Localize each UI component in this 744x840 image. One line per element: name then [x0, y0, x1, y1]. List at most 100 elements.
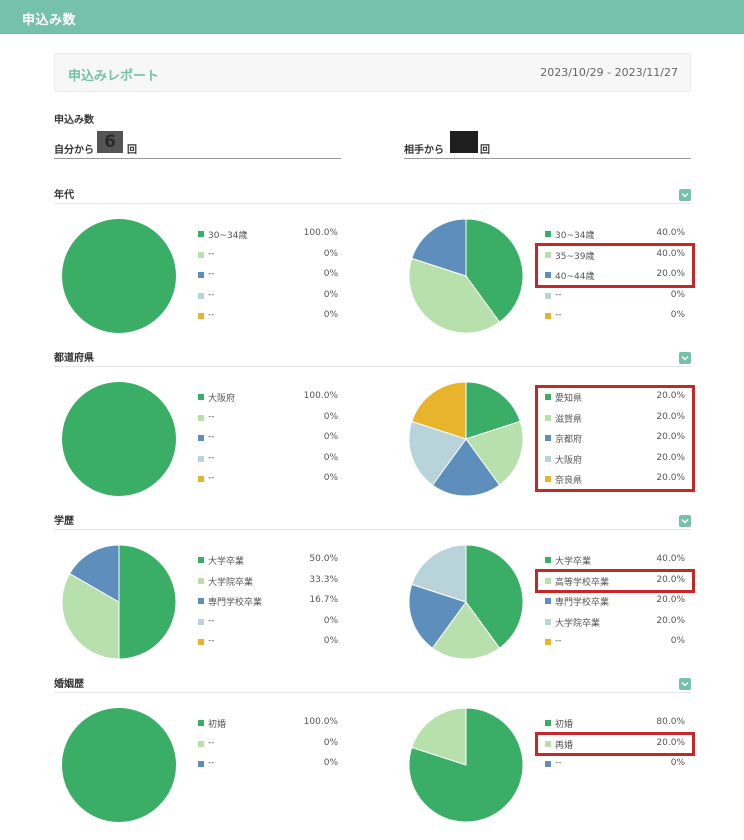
partner-pie-chart — [408, 381, 524, 497]
legend-swatch — [545, 435, 551, 441]
legend-value: 0% — [323, 289, 338, 300]
legend-swatch — [545, 251, 551, 258]
legend-item: 愛知県 20.0% — [545, 391, 685, 412]
legend-item: -- 0% — [198, 412, 338, 433]
legend-value: 33.3% — [309, 574, 338, 585]
legend-label: 専門学校卒業 — [555, 598, 610, 608]
legend-label: -- — [555, 758, 562, 768]
legend-label: 高等学校卒業 — [555, 577, 610, 588]
self-count: 6 — [97, 131, 123, 153]
legend-value: 20.0% — [656, 411, 685, 422]
highlight-box — [535, 568, 695, 593]
legend-label: 滋賀県 — [555, 414, 583, 425]
legend-value: 40.0% — [656, 228, 685, 238]
legend-item: 高等学校卒業 20.0% — [545, 575, 685, 596]
self-unit: 回 — [127, 145, 137, 156]
legend-value: 16.7% — [309, 595, 338, 605]
self-legend: 30~34歳 100.0% -- 0% -- 0% -- 0% -- 0% — [198, 228, 338, 331]
legend-swatch — [545, 272, 551, 278]
legend-value: 0% — [323, 615, 338, 626]
legend-value: 50.0% — [309, 554, 338, 564]
partner-pie-chart — [408, 218, 524, 334]
legend-item: 大学卒業 50.0% — [198, 554, 338, 575]
legend-label: 大阪府 — [555, 455, 583, 466]
legend-label: 大学院卒業 — [555, 618, 601, 629]
legend-item: 専門学校卒業 16.7% — [198, 595, 338, 616]
legend-swatch — [545, 639, 551, 645]
collapse-toggle-icon[interactable] — [679, 678, 691, 690]
legend-swatch — [198, 476, 204, 482]
legend-item: 30~34歳 100.0% — [198, 228, 338, 249]
legend-value: 0% — [670, 758, 685, 768]
legend-item: 大学卒業 40.0% — [545, 554, 685, 575]
legend-label: 大学院卒業 — [208, 577, 254, 588]
pie-slice — [408, 257, 501, 334]
collapse-toggle-icon[interactable] — [679, 352, 691, 364]
legend-item: 奈良県 20.0% — [545, 473, 685, 494]
legend-value: 20.0% — [656, 574, 685, 585]
legend-swatch — [545, 598, 551, 604]
legend-label: -- — [208, 737, 215, 748]
legend-swatch — [545, 394, 551, 400]
category-divider — [54, 692, 691, 693]
pie-slice — [431, 438, 501, 497]
legend-item: 大阪府 20.0% — [545, 453, 685, 474]
legend-swatch — [198, 313, 204, 319]
category-title: 都道府県 — [54, 353, 94, 364]
legend-label: 40~44歳 — [555, 272, 595, 282]
legend-item: -- 0% — [198, 269, 338, 290]
collapse-toggle-icon[interactable] — [679, 515, 691, 527]
legend-item: 40~44歳 20.0% — [545, 269, 685, 290]
partner-pie-chart — [408, 707, 524, 823]
legend-swatch — [545, 577, 551, 584]
category-divider — [54, 366, 691, 367]
legend-value: 0% — [323, 432, 338, 442]
legend-swatch — [198, 720, 204, 726]
legend-value: 0% — [323, 452, 338, 463]
legend-item: 30~34歳 40.0% — [545, 228, 685, 249]
collapse-toggle-icon[interactable] — [679, 189, 691, 201]
pie-slice — [465, 544, 524, 649]
legend-label: 初婚 — [555, 720, 574, 730]
legend-label: -- — [555, 289, 562, 300]
report-title: 申込みレポート — [68, 69, 160, 84]
legend-swatch — [198, 455, 204, 462]
pie-slice — [62, 219, 176, 333]
legend-item: 初婚 80.0% — [545, 717, 685, 738]
legend-label: 30~34歳 — [208, 231, 248, 241]
legend-value: 0% — [670, 289, 685, 300]
legend-value: 0% — [323, 310, 338, 320]
partner-count-redacted — [450, 131, 478, 153]
legend-item: -- 0% — [198, 249, 338, 270]
legend-value: 40.0% — [656, 248, 685, 259]
legend-swatch — [198, 231, 204, 237]
pie-slice — [62, 382, 176, 496]
legend-value: 20.0% — [656, 432, 685, 442]
legend-value: 0% — [323, 411, 338, 422]
legend-label: 専門学校卒業 — [208, 598, 263, 608]
legend-swatch — [198, 435, 204, 441]
pie-slice — [61, 572, 120, 660]
pie-slice — [411, 381, 467, 440]
partner-legend: 初婚 80.0% 再婚 20.0% -- 0% — [545, 717, 685, 779]
legend-item: -- 0% — [198, 616, 338, 637]
category-title: 学歴 — [54, 516, 74, 527]
self-legend: 大学卒業 50.0% 大学院卒業 33.3% 専門学校卒業 16.7% -- 0% -- 0% — [198, 554, 338, 657]
legend-item: -- 0% — [198, 473, 338, 494]
page-title: 申込み数 — [22, 13, 77, 28]
legend-label: 大阪府 — [208, 394, 236, 404]
pie-slice — [68, 544, 120, 603]
legend-label: 愛知県 — [555, 394, 583, 404]
legend-label: -- — [208, 636, 215, 646]
legend-label: 35~39歳 — [555, 251, 595, 262]
summary-label: 申込み数 — [54, 115, 94, 126]
legend-label: 再婚 — [555, 740, 574, 751]
category-title: 婚姻歴 — [54, 679, 84, 690]
legend-value: 100.0% — [303, 228, 338, 238]
legend-value: 100.0% — [303, 391, 338, 401]
legend-item: -- 0% — [198, 310, 338, 331]
top-bar: 申込み数 — [0, 0, 744, 34]
legend-item: -- 0% — [198, 290, 338, 311]
legend-value: 0% — [323, 269, 338, 279]
legend-item: -- 0% — [198, 453, 338, 474]
